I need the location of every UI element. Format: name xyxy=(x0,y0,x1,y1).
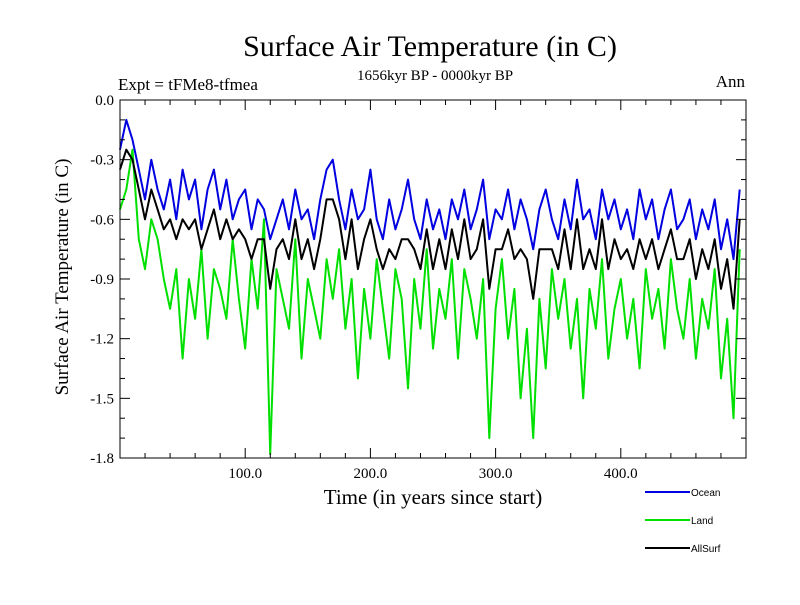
x-tick-label: 200.0 xyxy=(354,466,388,482)
legend: Ocean Land AllSurf xyxy=(645,488,721,555)
y-tick-label: -0.9 xyxy=(90,272,114,288)
legend-label-land: Land xyxy=(691,516,713,527)
axes-layer: 100.0 200.0 300.0 400.0 0.0 -0.3 -0.6 -0.9 -1.2 -… xyxy=(90,93,747,482)
y-tick-label: -1.5 xyxy=(90,391,114,407)
experiment-label: Expt = tFMe8-tfmea xyxy=(118,75,258,94)
series-line-allsurf xyxy=(119,148,741,310)
y-tick-label: -0.3 xyxy=(90,153,114,169)
y-tick-label: -1.8 xyxy=(90,451,114,467)
x-tick-label: 300.0 xyxy=(479,466,513,482)
series-line-land xyxy=(119,148,741,455)
chart-subtitle: 1656kyr BP - 0000kyr BP xyxy=(357,68,513,84)
x-tick-label: 100.0 xyxy=(228,466,262,482)
series-line-ocean xyxy=(119,118,741,261)
y-axis-label: Surface Air Temperature (in C) xyxy=(52,159,73,396)
legend-label-allsurf: AllSurf xyxy=(691,544,721,555)
legend-label-ocean: Ocean xyxy=(691,488,720,499)
y-tick-label: 0.0 xyxy=(95,93,114,109)
y-tick-label: -1.2 xyxy=(90,332,114,348)
x-tick-label: 400.0 xyxy=(604,466,638,482)
y-tick-label: -0.6 xyxy=(90,212,114,228)
chart-title: Surface Air Temperature (in C) xyxy=(243,30,617,63)
x-axis-label: Time (in years since start) xyxy=(324,485,543,509)
season-label: Ann xyxy=(716,72,746,91)
series-layer xyxy=(119,118,741,455)
